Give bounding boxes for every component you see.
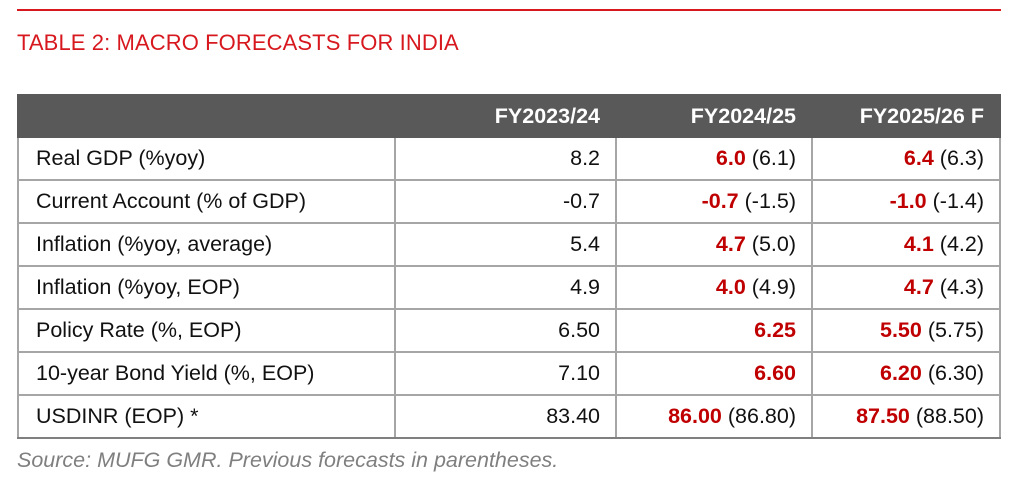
row-label: Inflation (%yoy, average): [17, 222, 396, 267]
new-forecast: 5.50: [879, 318, 922, 342]
previous-forecast: (4.3): [939, 275, 984, 299]
table-header-row: FY2023/24 FY2024/25 FY2025/26 F: [17, 94, 1001, 138]
cell-fy2025-26: 4.7 (4.3): [811, 265, 1001, 310]
cell-fy2024-25: 4.0 (4.9): [615, 265, 813, 310]
header-fy2025-26: FY2025/26 F: [811, 94, 1001, 138]
previous-forecast: (-1.5): [744, 189, 796, 213]
cell-fy2024-25: 6.60: [615, 351, 813, 396]
top-rule: [17, 9, 1001, 11]
previous-forecast: (6.3): [939, 146, 984, 170]
table-row: Inflation (%yoy, average) 5.4 4.7 (5.0) …: [17, 222, 1001, 267]
cell-fy2024-25: 6.0 (6.1): [615, 136, 813, 181]
cell-fy2025-26: 5.50 (5.75): [811, 308, 1001, 353]
new-forecast: 86.00: [668, 404, 722, 428]
previous-forecast: (5.75): [927, 318, 984, 342]
table-row: Real GDP (%yoy) 8.2 6.0 (6.1) 6.4 (6.3): [17, 136, 1001, 181]
previous-forecast: (4.2): [939, 232, 984, 256]
header-label: [17, 94, 396, 138]
cell-fy2023-24: -0.7: [394, 179, 617, 224]
previous-forecast: (6.1): [751, 146, 796, 170]
new-forecast: -1.0: [889, 189, 927, 213]
cell-fy2023-24: 7.10: [394, 351, 617, 396]
cell-fy2023-24: 4.9: [394, 265, 617, 310]
cell-fy2023-24: 6.50: [394, 308, 617, 353]
cell-fy2023-24: 8.2: [394, 136, 617, 181]
source-note: Source: MUFG GMR. Previous forecasts in …: [17, 448, 559, 472]
new-forecast: 6.20: [879, 361, 922, 385]
row-label: Policy Rate (%, EOP): [17, 308, 396, 353]
table-row: Policy Rate (%, EOP) 6.50 6.25 5.50 (5.7…: [17, 308, 1001, 353]
cell-fy2025-26: -1.0 (-1.4): [811, 179, 1001, 224]
row-label: Current Account (% of GDP): [17, 179, 396, 224]
new-forecast: 6.4: [903, 146, 934, 170]
table-row: USDINR (EOP) * 83.40 86.00 (86.80) 87.50…: [17, 394, 1001, 439]
cell-fy2025-26: 87.50 (88.50): [811, 394, 1001, 439]
new-forecast: 6.25: [754, 318, 796, 342]
row-label: USDINR (EOP) *: [17, 394, 396, 439]
header-fy2023-24: FY2023/24: [394, 94, 617, 138]
cell-fy2023-24: 83.40: [394, 394, 617, 439]
cell-fy2024-25: -0.7 (-1.5): [615, 179, 813, 224]
new-forecast: 4.0: [715, 275, 746, 299]
previous-forecast: (86.80): [727, 404, 796, 428]
cell-fy2023-24: 5.4: [394, 222, 617, 267]
previous-forecast: (6.30): [927, 361, 984, 385]
new-forecast: 6.60: [754, 361, 796, 385]
row-label: Inflation (%yoy, EOP): [17, 265, 396, 310]
new-forecast: 6.0: [715, 146, 746, 170]
previous-forecast: (88.50): [915, 404, 984, 428]
new-forecast: 87.50: [856, 404, 910, 428]
row-label: Real GDP (%yoy): [17, 136, 396, 181]
new-forecast: -0.7: [701, 189, 739, 213]
macro-forecast-table: FY2023/24 FY2024/25 FY2025/26 F Real GDP…: [17, 94, 1001, 439]
cell-fy2025-26: 6.20 (6.30): [811, 351, 1001, 396]
new-forecast: 4.7: [715, 232, 746, 256]
cell-fy2024-25: 6.25: [615, 308, 813, 353]
new-forecast: 4.7: [903, 275, 934, 299]
previous-forecast: (-1.4): [932, 189, 984, 213]
new-forecast: 4.1: [903, 232, 934, 256]
cell-fy2024-25: 86.00 (86.80): [615, 394, 813, 439]
previous-forecast: (5.0): [751, 232, 796, 256]
cell-fy2025-26: 4.1 (4.2): [811, 222, 1001, 267]
row-label: 10-year Bond Yield (%, EOP): [17, 351, 396, 396]
table-title: TABLE 2: MACRO FORECASTS FOR INDIA: [17, 30, 459, 55]
table-row: Inflation (%yoy, EOP) 4.9 4.0 (4.9) 4.7 …: [17, 265, 1001, 310]
header-fy2024-25: FY2024/25: [615, 94, 813, 138]
cell-fy2025-26: 6.4 (6.3): [811, 136, 1001, 181]
table-row: 10-year Bond Yield (%, EOP) 7.10 6.60 6.…: [17, 351, 1001, 396]
table-row: Current Account (% of GDP) -0.7 -0.7 (-1…: [17, 179, 1001, 224]
previous-forecast: (4.9): [751, 275, 796, 299]
cell-fy2024-25: 4.7 (5.0): [615, 222, 813, 267]
